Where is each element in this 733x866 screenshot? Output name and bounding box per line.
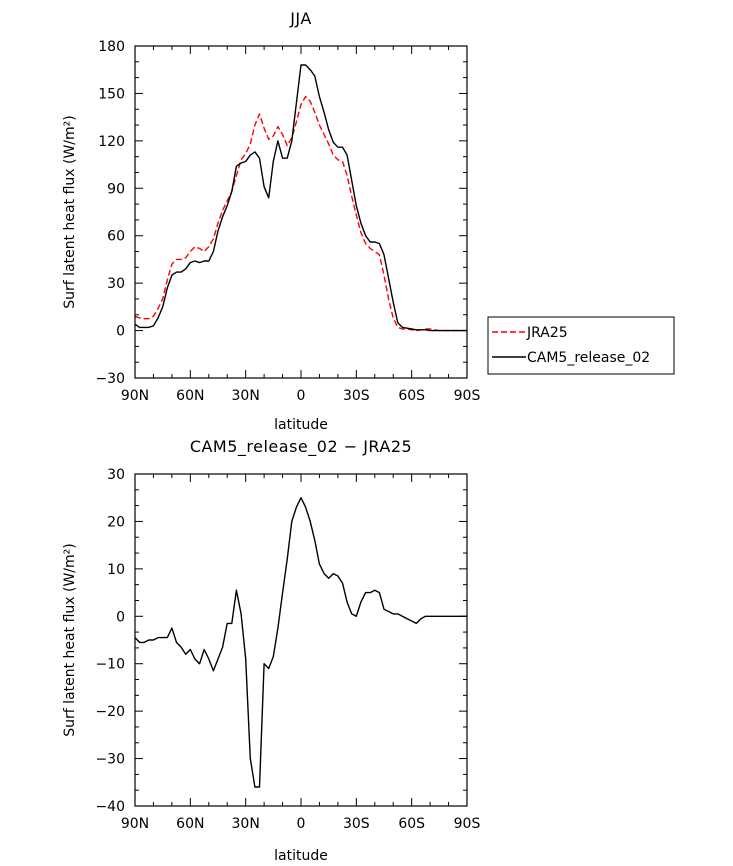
top-plot-frame — [134, 45, 468, 379]
bottom-x-tick-label: 0 — [297, 816, 306, 832]
top-x-tick-label: 30S — [343, 388, 370, 404]
legend: JRA25 CAM5_release_02 — [487, 316, 675, 375]
bottom-y-tick-label: 20 — [107, 514, 125, 530]
top-y-axis-label-text: Surf latent heat flux (W/m²) — [62, 115, 78, 308]
bottom-series-line-difference — [134, 497, 467, 788]
top-series-line-jra25 — [134, 95, 467, 332]
top-x-tick-label: 90N — [121, 388, 149, 404]
top-y-tick-label: 60 — [107, 229, 125, 245]
top-x-tick-label: 60S — [398, 388, 425, 404]
top-y-tick-label: −30 — [95, 371, 125, 387]
bottom-y-tick-label: −20 — [95, 704, 125, 720]
bottom-x-tick-label: 90N — [121, 816, 149, 832]
bottom-axes: 90N 60N 30N 0 30S 60S 90S −40 −30 −20 −10 0 10 20 30 — [95, 467, 480, 832]
top-y-tick-label: 150 — [98, 86, 125, 102]
bottom-series-group — [134, 497, 467, 788]
bottom-x-tick-label: 30S — [343, 816, 370, 832]
legend-label-jra25: JRA25 — [526, 325, 568, 341]
top-series-line-cam5 — [134, 64, 467, 332]
top-x-tick-label: 60N — [176, 388, 204, 404]
top-chart-title: JJA — [289, 9, 312, 28]
bottom-y-tick-label: −10 — [95, 657, 125, 673]
bottom-y-axis-label: Surf latent heat flux (W/m²) — [62, 543, 78, 736]
top-y-axis-label: Surf latent heat flux (W/m²) — [62, 115, 78, 308]
bottom-x-tick-label: 30N — [232, 816, 260, 832]
top-x-axis-label: latitude — [274, 417, 328, 433]
bottom-y-tick-label: 10 — [107, 562, 125, 578]
top-axes: 90N 60N 30N 0 30S 60S 90S −30 0 30 60 90 120 150 180 — [95, 39, 480, 404]
bottom-x-tick-label: 90S — [454, 816, 481, 832]
legend-box — [487, 316, 675, 375]
bottom-panel: CAM5_release_02 − JRA25 90N 60N 30N 0 30S 60S… — [62, 437, 480, 864]
legend-label-cam5: CAM5_release_02 — [527, 350, 650, 366]
top-panel: JJA 90N 60N 30N 0 30S 60S 90S −30 0 30 60 90 120 150 1… — [62, 9, 480, 433]
bottom-x-tick-label: 60S — [398, 816, 425, 832]
top-y-tick-label: 30 — [107, 276, 125, 292]
top-y-tick-label: 120 — [98, 134, 125, 150]
top-y-tick-label: 180 — [98, 39, 125, 55]
bottom-y-tick-label: 0 — [116, 609, 125, 625]
bottom-x-tick-label: 60N — [176, 816, 204, 832]
bottom-y-axis-label-text: Surf latent heat flux (W/m²) — [62, 543, 78, 736]
top-series-group — [134, 64, 467, 332]
top-x-tick-label: 90S — [454, 388, 481, 404]
top-y-tick-label: 0 — [116, 324, 125, 340]
top-y-tick-label: 90 — [107, 181, 125, 197]
bottom-y-tick-label: −40 — [95, 799, 125, 815]
bottom-x-axis-label: latitude — [274, 848, 328, 864]
bottom-plot-frame — [134, 473, 468, 807]
bottom-chart-title: CAM5_release_02 − JRA25 — [190, 437, 412, 457]
bottom-y-tick-label: −30 — [95, 752, 125, 768]
bottom-y-tick-label: 30 — [107, 467, 125, 483]
top-x-tick-label: 0 — [297, 388, 306, 404]
top-x-tick-label: 30N — [232, 388, 260, 404]
